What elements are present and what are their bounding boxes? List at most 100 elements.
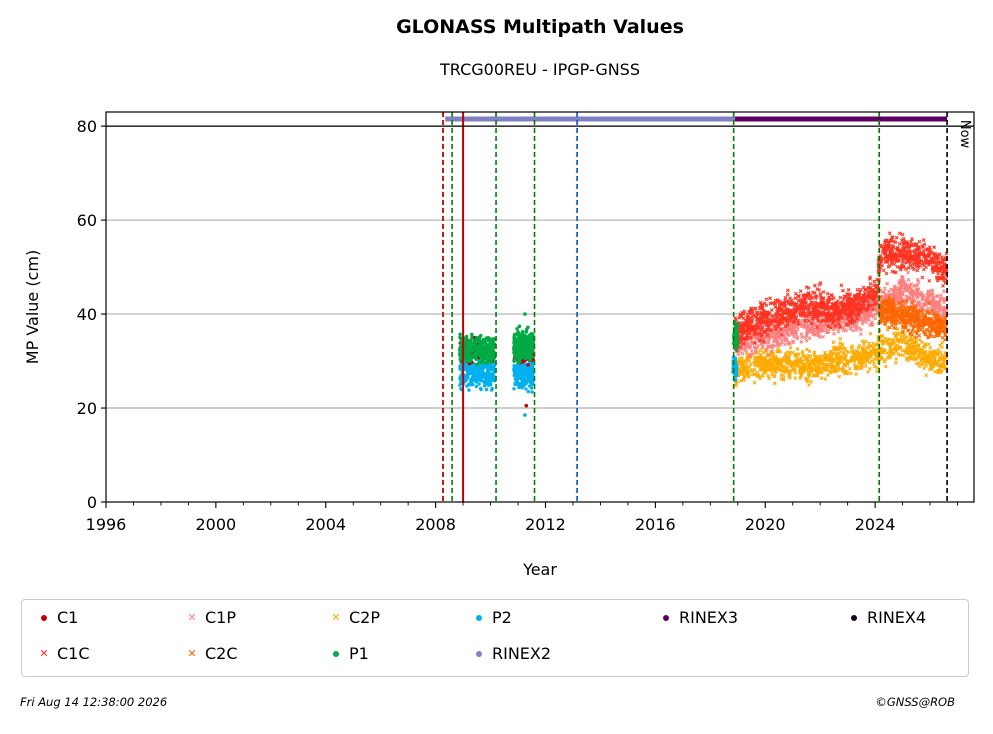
point-c2p <box>805 347 809 352</box>
point-p1 <box>466 352 471 357</box>
point-c2p <box>826 373 830 377</box>
point-c1p <box>773 343 778 348</box>
point-c2c <box>940 335 945 340</box>
point-c2p <box>849 371 853 376</box>
point-c1p <box>926 294 931 299</box>
point-c2p <box>902 332 907 337</box>
point-c2p <box>793 353 798 358</box>
point-c1p <box>870 322 875 327</box>
point-c2p <box>869 349 874 354</box>
point-c2p <box>748 362 753 367</box>
data-layer <box>458 231 949 417</box>
point-c2p <box>849 346 854 350</box>
point-p2 <box>490 373 494 377</box>
point-c1p <box>896 295 901 300</box>
point-c1p <box>899 284 903 289</box>
point-p2 <box>471 367 475 372</box>
point-c2p <box>856 345 861 350</box>
point-c2p <box>859 361 864 366</box>
point-c2p <box>742 373 747 378</box>
point-c2p <box>813 358 818 363</box>
point-p2 <box>512 387 516 391</box>
point-p1 <box>491 354 495 358</box>
point-c2p <box>752 371 757 376</box>
point-p1 <box>467 350 472 354</box>
point-p2 <box>479 387 483 392</box>
point-c2p <box>838 336 843 341</box>
point-p2 <box>480 372 484 377</box>
point-c2p <box>738 361 742 366</box>
point-c2p <box>908 353 913 358</box>
point-p2 <box>471 382 475 387</box>
point-c2p <box>875 369 879 374</box>
point-c2p <box>805 359 810 364</box>
point-p1 <box>524 348 529 353</box>
point-c2p <box>881 341 886 346</box>
point-c2p <box>923 361 928 366</box>
point-c1p <box>898 288 903 293</box>
point-c1p <box>883 286 887 291</box>
point-p1 <box>458 332 462 337</box>
point-c2p <box>880 333 885 338</box>
point-c2p <box>858 366 863 371</box>
point-c2p <box>807 349 812 353</box>
point-c2p <box>902 335 907 340</box>
point-c1p <box>774 338 779 342</box>
point-c2p <box>935 351 939 355</box>
point-c2p <box>847 366 852 371</box>
point-c1p <box>821 328 826 333</box>
point-c1p <box>854 328 859 332</box>
point-c2p <box>784 362 789 367</box>
point-c2p <box>873 364 877 369</box>
point-p1 <box>479 339 484 344</box>
point-c1p <box>909 286 914 291</box>
point-c1c <box>768 296 772 301</box>
point-p1 <box>517 351 521 355</box>
point-c2p <box>744 350 749 355</box>
point-c1p <box>747 354 751 359</box>
point-c2p <box>802 369 807 374</box>
point-c1p <box>784 329 788 334</box>
point-p1 <box>480 347 485 352</box>
point-c2p <box>831 351 836 355</box>
point-c1c <box>769 308 774 312</box>
point-p1 <box>477 360 481 365</box>
point-c1p <box>761 345 766 349</box>
point-c2p <box>895 332 900 337</box>
point-c2p <box>906 345 911 350</box>
point-c1p <box>941 305 946 310</box>
point-c2p <box>846 350 851 354</box>
point-c2p <box>864 357 869 362</box>
point-c2p <box>755 370 760 375</box>
point-p2 <box>528 379 533 384</box>
point-p2 <box>487 378 491 383</box>
point-c2p <box>862 342 866 346</box>
point-c2p <box>919 358 924 363</box>
point-p2 <box>530 372 535 376</box>
point-c2p <box>933 355 937 360</box>
point-c2p <box>910 347 915 351</box>
point-c2p <box>752 361 756 365</box>
point-p1 <box>469 338 473 342</box>
point-c1p <box>901 278 906 283</box>
point-c1p <box>886 293 890 298</box>
point-c2p <box>822 357 827 362</box>
point-c2p <box>841 366 846 370</box>
point-c2p <box>804 377 808 381</box>
point-c1p <box>765 347 769 352</box>
point-c2p <box>893 333 898 338</box>
point-c1p <box>931 295 936 300</box>
point-p1 <box>479 354 483 359</box>
point-p2 <box>513 381 517 386</box>
point-c1p <box>770 349 775 354</box>
point-p1 <box>512 337 517 341</box>
point-c1p <box>816 329 821 334</box>
point-c2p <box>842 371 847 376</box>
point-p1 <box>490 349 494 354</box>
point-c2p <box>760 374 765 378</box>
point-c1p <box>906 296 911 301</box>
point-c2p <box>936 359 941 364</box>
point-p2 <box>470 377 474 381</box>
point-c1p <box>813 332 817 337</box>
point-c1p <box>841 328 846 333</box>
